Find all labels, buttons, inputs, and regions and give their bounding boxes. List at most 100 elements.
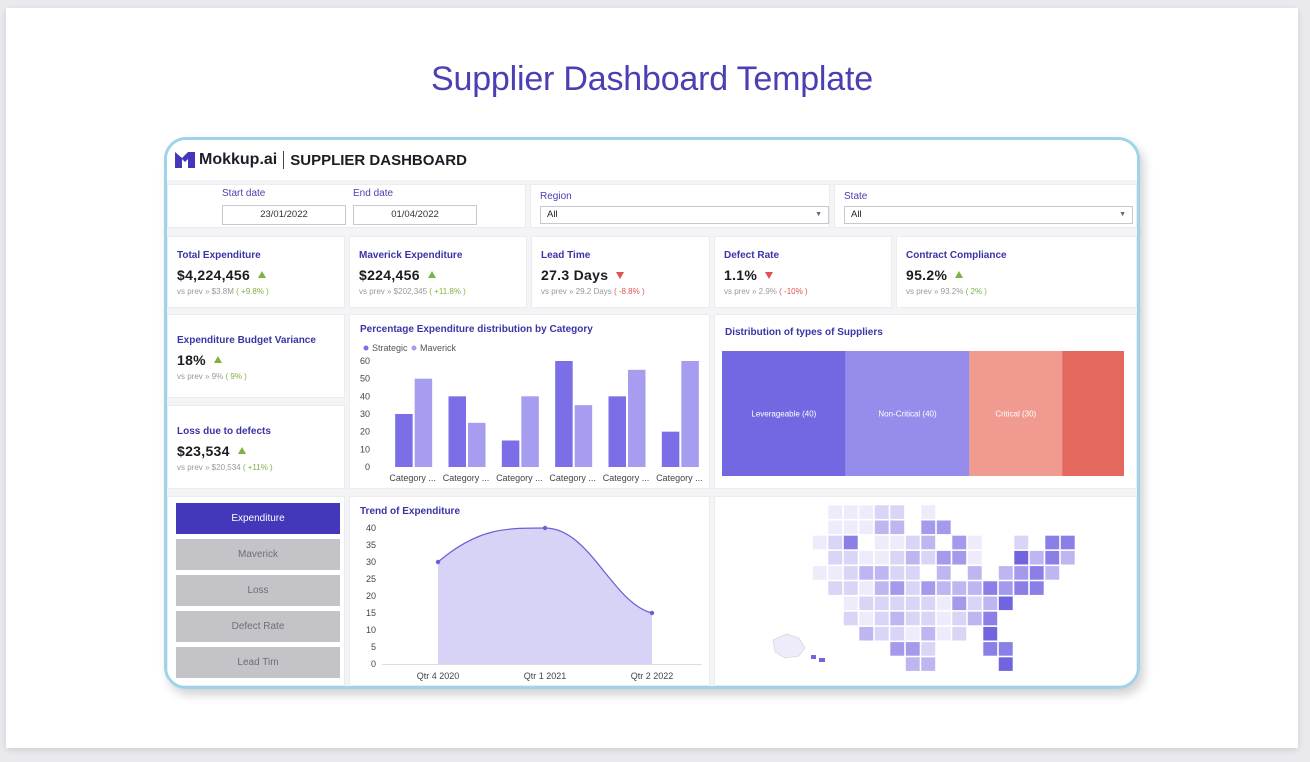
- map-state: [827, 565, 843, 581]
- y-tick-label: 40: [366, 523, 376, 533]
- map-state: [843, 550, 859, 566]
- page-title: SUPPLIER DASHBOARD: [290, 151, 467, 169]
- kpi-value: $224,456: [359, 267, 436, 283]
- map-state: [858, 550, 874, 566]
- kpi-card-defect-rate: Defect Rate 1.1% vs prev » 2.9% ( -10% ): [714, 236, 892, 308]
- map-state: [874, 626, 890, 642]
- nav-button-lead-time[interactable]: Lead Tim: [176, 647, 340, 678]
- kpi-title: Maverick Expenditure: [359, 250, 463, 261]
- kpi-card-budget-variance: Expenditure Budget Variance 18% vs prev …: [167, 314, 345, 398]
- map-state: [843, 504, 859, 520]
- y-tick-label: 30: [366, 557, 376, 567]
- map-state: [858, 595, 874, 611]
- trend-up-icon: [955, 271, 964, 278]
- y-tick-label: 5: [371, 642, 376, 652]
- bar: [661, 431, 680, 467]
- header-divider: [283, 151, 285, 169]
- y-tick-label: 0: [371, 659, 376, 669]
- map-state: [967, 550, 983, 566]
- kpi-value: $4,224,456: [177, 267, 267, 283]
- kpi-value: 27.3 Days: [541, 267, 625, 283]
- kpi-title: Lead Time: [541, 250, 591, 261]
- y-tick-label: 50: [360, 374, 370, 384]
- map-state: [920, 626, 936, 642]
- chevron-down-icon: ▼: [1119, 211, 1126, 218]
- map-state: [874, 611, 890, 626]
- map-state: [1044, 535, 1060, 550]
- region-select[interactable]: All ▼: [540, 206, 829, 224]
- area-fill: [438, 528, 652, 664]
- y-tick-label: 40: [360, 391, 370, 401]
- legend-label: Strategic: [372, 343, 408, 353]
- us-map-panel: [714, 496, 1137, 686]
- y-tick-label: 60: [360, 356, 370, 366]
- data-point: [649, 610, 655, 616]
- map-state: [936, 519, 952, 535]
- x-tick-label: Category ...: [656, 473, 703, 483]
- x-tick-label: Category ...: [496, 473, 543, 483]
- nav-button-maverick[interactable]: Maverick: [176, 539, 340, 570]
- treemap-segment: [845, 351, 970, 476]
- map-state: [889, 504, 905, 520]
- map-state: [905, 580, 921, 596]
- region-label: Region: [540, 191, 572, 202]
- kpi-value: $23,534: [177, 443, 246, 459]
- state-select[interactable]: All ▼: [844, 206, 1133, 224]
- map-state: [905, 611, 921, 626]
- map-state: [1029, 550, 1045, 566]
- map-state: [951, 535, 967, 550]
- date-filter-panel: Start date 23/01/2022 End date 01/04/202…: [167, 184, 526, 228]
- bar: [628, 369, 646, 467]
- map-state: [843, 535, 859, 550]
- map-state: [827, 519, 843, 535]
- map-state: [998, 580, 1014, 596]
- bar: [681, 361, 699, 467]
- map-state: [858, 611, 874, 626]
- y-tick-label: 20: [360, 427, 370, 437]
- kpi-comparison: vs prev » $3.8M ( +9.8% ): [177, 287, 269, 296]
- map-state: [889, 580, 905, 596]
- trend-up-icon: [258, 271, 267, 278]
- map-state: [920, 641, 936, 657]
- dashboard: Mokkup.ai SUPPLIER DASHBOARD Start date …: [167, 140, 1137, 686]
- map-state: [936, 595, 952, 611]
- category-chart-panel: Percentage Expenditure distribution by C…: [349, 314, 710, 489]
- map-state: [1060, 550, 1076, 566]
- supplier-treemap: Leverageable (40) Non-Critical (40) Critic…: [722, 351, 1124, 476]
- map-state: [936, 611, 952, 626]
- map-state: [1029, 565, 1045, 581]
- map-state: [951, 550, 967, 566]
- kpi-comparison: vs prev » 9% ( 9% ): [177, 372, 247, 381]
- chevron-down-icon: ▼: [815, 211, 822, 218]
- map-state: [982, 641, 998, 657]
- us-choropleth-map[interactable]: [715, 497, 1138, 687]
- nav-button-loss[interactable]: Loss: [176, 575, 340, 606]
- map-state: [982, 595, 998, 611]
- map-state: [936, 550, 952, 566]
- map-state: [967, 611, 983, 626]
- map-state: [905, 550, 921, 566]
- map-state: [1044, 550, 1060, 566]
- kpi-card-loss-due-to-defects: Loss due to defects $23,534 vs prev » $2…: [167, 405, 345, 489]
- map-state: [951, 580, 967, 596]
- map-state: [874, 580, 890, 596]
- chart-title: Trend of Expenditure: [360, 506, 461, 517]
- map-state: [920, 595, 936, 611]
- trend-chart-panel: Trend of Expenditure 0 5 10 15 20 25 30 35 40 Qtr…: [349, 496, 710, 686]
- map-state: [812, 565, 828, 581]
- nav-button-defect-rate[interactable]: Defect Rate: [176, 611, 340, 642]
- state-label: State: [844, 191, 868, 202]
- map-state: [843, 611, 859, 626]
- bar: [414, 378, 433, 467]
- map-state: [967, 535, 983, 550]
- trend-up-icon: [213, 356, 222, 363]
- x-tick-label: Category ...: [443, 473, 490, 483]
- segment-label: Critical (30): [995, 410, 1036, 419]
- nav-button-expenditure[interactable]: Expenditure: [176, 503, 340, 534]
- start-date-input[interactable]: 23/01/2022: [222, 205, 346, 225]
- map-state: [920, 519, 936, 535]
- y-tick-label: 0: [365, 462, 370, 472]
- kpi-title: Loss due to defects: [177, 426, 271, 437]
- data-point: [542, 525, 548, 531]
- end-date-input[interactable]: 01/04/2022: [353, 205, 477, 225]
